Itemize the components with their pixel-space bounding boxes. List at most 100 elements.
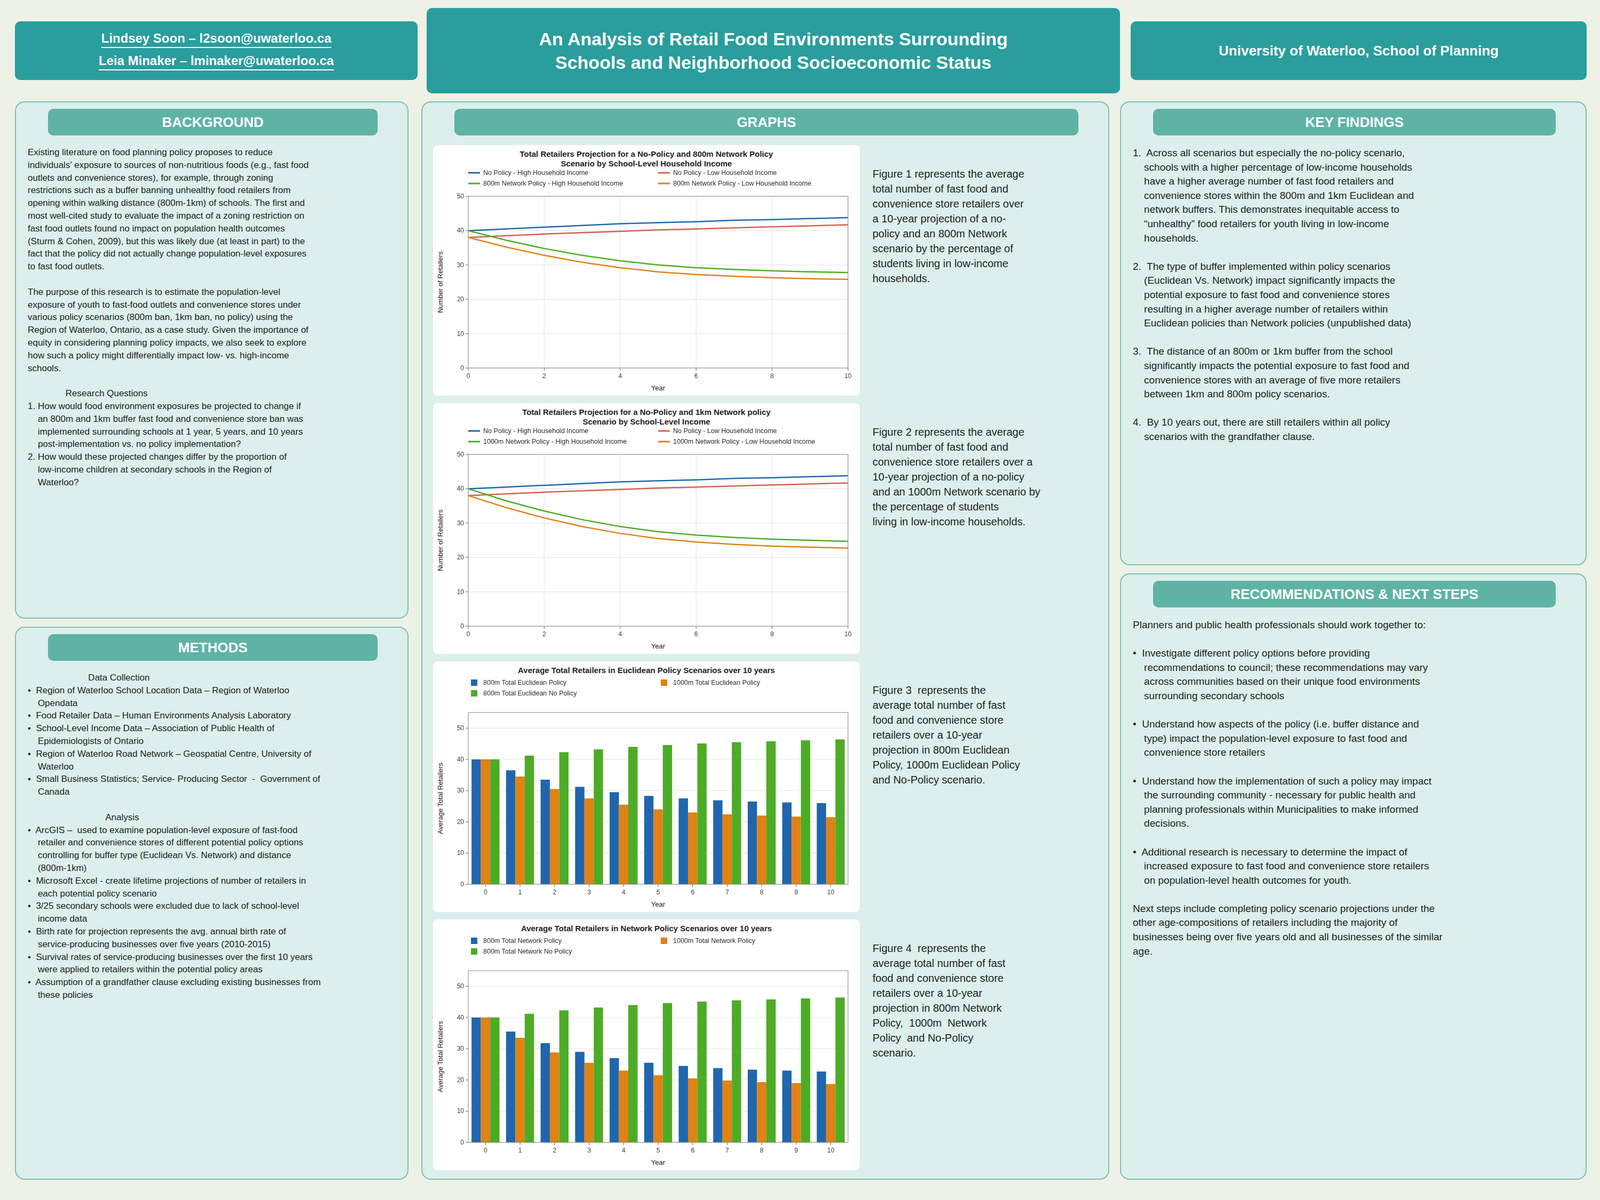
bar [766, 741, 776, 885]
tick-mark [619, 626, 621, 629]
bar [481, 759, 491, 885]
tick-label: 3 [587, 888, 591, 896]
legend-label: 1000m Total Network Policy [673, 937, 756, 945]
tick-mark [658, 884, 659, 887]
tick-mark [465, 368, 469, 369]
grid-line [468, 333, 848, 334]
chart-title-line: Scenario by School-Level Household Incom… [561, 158, 733, 168]
bar [471, 1017, 481, 1143]
bar [722, 814, 732, 885]
legend-label: 1000m Total Euclidean Policy [673, 678, 761, 687]
tick-mark [795, 884, 797, 887]
bar [756, 1082, 766, 1143]
tick-mark [485, 884, 486, 887]
grid-line [468, 591, 848, 592]
bar [609, 792, 619, 885]
tick-mark [726, 1142, 728, 1146]
bar [653, 809, 663, 885]
chart-title: Average Total Retailers in Euclidean Pol… [517, 665, 775, 675]
grid-line [468, 728, 848, 729]
tick-mark [485, 1142, 486, 1146]
bar [515, 776, 525, 885]
section-text: Existing literature on food planning pol… [27, 146, 309, 490]
grid-line [468, 986, 848, 987]
grid-line [468, 522, 848, 524]
bar [506, 1031, 516, 1143]
bar [662, 1003, 672, 1143]
tick-label: 6 [690, 1146, 695, 1155]
tick-mark [468, 368, 469, 371]
legend-swatch [470, 679, 478, 686]
legend-label: 800m Total Network Policy [483, 937, 563, 945]
section-text: Planners and public health professionals… [1132, 618, 1443, 959]
tick-label: 2 [542, 372, 547, 380]
legend-swatch [658, 430, 670, 432]
tick-mark [554, 1142, 555, 1146]
tick-label: 4 [618, 630, 622, 638]
tick-mark [830, 884, 831, 887]
tick-label: 20 [457, 1076, 465, 1084]
bar [574, 786, 584, 885]
bar [756, 815, 766, 885]
tick-label: 0 [466, 372, 471, 380]
bar [549, 1052, 559, 1143]
bar [584, 1062, 594, 1143]
tick-mark [465, 454, 469, 455]
bar [835, 997, 845, 1143]
legend-swatch [468, 182, 480, 185]
tick-label: 8 [760, 888, 764, 896]
chart-title-line: Total Retailers Projection for a No-Poli… [522, 407, 771, 417]
tick-mark [696, 368, 697, 371]
tick-label: 9 [794, 888, 799, 896]
bar [662, 745, 672, 885]
tick-mark [726, 884, 728, 887]
legend-label: 800m Network Policy - High Household Inc… [483, 179, 623, 188]
tick-label: 20 [457, 553, 465, 562]
poster-title: An Analysis of Retail Food Environments … [538, 27, 1008, 75]
tick-label: 3 [587, 1146, 591, 1155]
tick-mark [465, 1079, 469, 1080]
tick-label: 10 [827, 888, 835, 896]
tick-mark [465, 196, 469, 197]
bar [826, 1084, 836, 1143]
grid-line [619, 196, 621, 368]
tick-label: 6 [694, 372, 699, 380]
tick-mark [623, 884, 624, 887]
series-line [468, 475, 848, 489]
bar [713, 1068, 723, 1143]
tick-mark [588, 884, 590, 887]
chart-title-line: Average Total Retailers in Euclidean Pol… [517, 665, 775, 675]
bar [835, 739, 845, 885]
tick-label: 40 [457, 484, 465, 493]
tick-label: 8 [760, 1146, 764, 1155]
legend-swatch [470, 948, 478, 955]
tick-mark [465, 230, 469, 231]
series-line [468, 237, 848, 280]
tick-label: 50 [457, 724, 465, 732]
tick-mark [520, 884, 521, 887]
tick-label: 0 [483, 888, 488, 896]
bar [791, 816, 801, 885]
tick-label: 10 [457, 1107, 465, 1115]
caption: Figure 1 represents the average total nu… [872, 166, 1025, 286]
tick-label: 50 [457, 450, 465, 459]
chart-title-line: Total Retailers Projection for a No-Poli… [520, 149, 774, 159]
tick-label: 6 [690, 888, 695, 896]
plot-frame [468, 454, 848, 627]
legend-label: No Policy - High Household Income [483, 427, 589, 435]
chart: Total Retailers Projection for a No-Poli… [433, 403, 860, 654]
y-axis-label: Average Total Retailers [436, 1020, 445, 1093]
legend-label: No Policy - High Household Income [483, 169, 589, 177]
tick-label: 6 [694, 630, 699, 638]
legend-swatch [658, 172, 670, 174]
grid-line [771, 454, 773, 627]
bar [731, 1000, 741, 1143]
bar [731, 742, 741, 885]
legend-swatch [468, 172, 480, 174]
bar [713, 800, 723, 885]
bar [644, 1062, 654, 1143]
chart: Total Retailers Projection for a No-Poli… [433, 145, 860, 396]
legend-swatch [470, 937, 478, 944]
legend-label: 1000m Network Policy - Low Household Inc… [673, 437, 815, 446]
tick-mark [465, 522, 469, 524]
